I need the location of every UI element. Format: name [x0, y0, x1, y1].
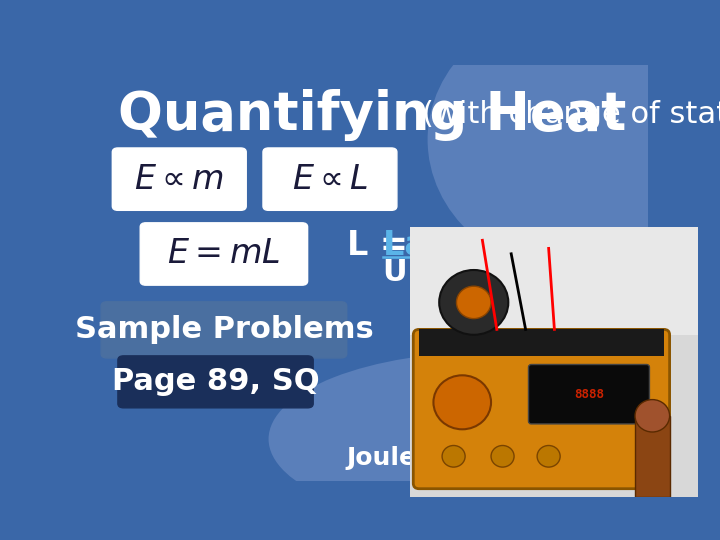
Bar — [635, 416, 670, 497]
FancyBboxPatch shape — [140, 223, 307, 285]
Text: Latent Heat: Latent Heat — [383, 229, 606, 262]
Circle shape — [537, 446, 560, 467]
Text: (with change of state): (with change of state) — [422, 100, 720, 129]
Circle shape — [442, 446, 465, 467]
Text: Joule meter: Joule meter — [347, 446, 510, 470]
FancyBboxPatch shape — [112, 148, 246, 210]
Circle shape — [635, 400, 670, 432]
Text: $E \propto m$: $E \propto m$ — [134, 163, 225, 195]
Circle shape — [433, 375, 491, 429]
FancyBboxPatch shape — [528, 364, 649, 424]
FancyBboxPatch shape — [101, 302, 347, 358]
FancyBboxPatch shape — [413, 329, 670, 489]
Text: $E = mL$: $E = mL$ — [167, 238, 281, 271]
Text: $E \propto L$: $E \propto L$ — [292, 163, 368, 195]
FancyBboxPatch shape — [118, 356, 313, 408]
Circle shape — [439, 270, 508, 335]
Text: Sample Problems: Sample Problems — [75, 315, 373, 344]
Bar — [410, 227, 698, 335]
FancyBboxPatch shape — [263, 148, 397, 210]
Text: Unit: J/kg: Unit: J/kg — [383, 258, 541, 287]
Ellipse shape — [269, 352, 715, 526]
Text: Page 89, SQ: Page 89, SQ — [112, 367, 320, 396]
Bar — [419, 329, 664, 356]
Text: L =: L = — [347, 229, 419, 262]
Text: 8888: 8888 — [574, 388, 604, 401]
Ellipse shape — [428, 4, 720, 275]
Circle shape — [456, 286, 491, 319]
Text: Quantifying Heat: Quantifying Heat — [118, 89, 626, 141]
Circle shape — [491, 446, 514, 467]
